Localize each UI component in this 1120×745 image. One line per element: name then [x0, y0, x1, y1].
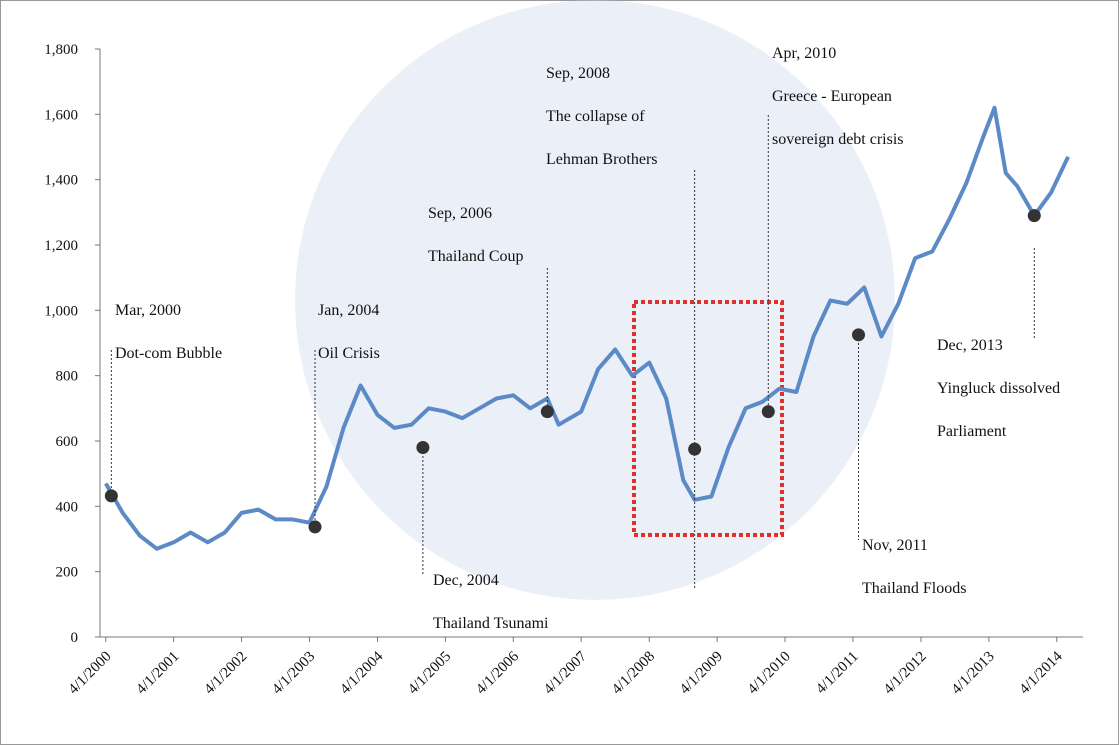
event-date: Dec, 2013 [937, 337, 1003, 354]
y-tick-label: 400 [56, 499, 79, 515]
event-label: Thailand Tsunami [433, 615, 549, 632]
event-point [308, 520, 322, 534]
event-label: The collapse of [546, 108, 645, 125]
y-tick-label: 1,800 [44, 42, 78, 58]
y-tick-label: 600 [56, 434, 79, 450]
event-label: sovereign debt crisis [772, 131, 904, 148]
event-date: Nov, 2011 [862, 537, 928, 554]
event-label: Parliament [937, 423, 1007, 440]
event-point [1027, 209, 1041, 223]
event-label: Oil Crisis [318, 345, 380, 362]
y-tick-label: 1,400 [44, 173, 78, 189]
event-date: Dec, 2004 [433, 572, 499, 589]
event-label: Greece - European [772, 88, 892, 105]
highlight-box [632, 300, 784, 537]
event-point [761, 405, 775, 419]
event-date: Jan, 2004 [318, 302, 379, 319]
event-point [540, 405, 554, 419]
event-label: Lehman Brothers [546, 151, 658, 168]
event-point [104, 489, 118, 503]
event-point [852, 328, 866, 342]
event-label: Dot-com Bubble [115, 345, 222, 362]
y-tick-label: 200 [56, 565, 79, 581]
event-date: Mar, 2000 [115, 302, 181, 319]
event-label: Thailand Floods [862, 580, 966, 597]
watermark [295, 0, 895, 600]
y-tick-label: 800 [56, 369, 79, 385]
y-tick-label: 1,200 [44, 238, 78, 254]
event-date: Sep, 2008 [546, 65, 610, 82]
y-tick-label: 1,000 [44, 303, 78, 319]
y-tick-label: 1,600 [44, 107, 78, 123]
event-point [416, 441, 430, 455]
event-date: Sep, 2006 [428, 205, 492, 222]
event-label: Thailand Coup [428, 248, 524, 265]
y-tick-label: 0 [71, 630, 79, 646]
series-line [104, 105, 1070, 551]
event-point [688, 442, 702, 456]
event-date: Apr, 2010 [772, 45, 836, 62]
event-label: Yingluck dissolved [937, 380, 1060, 397]
